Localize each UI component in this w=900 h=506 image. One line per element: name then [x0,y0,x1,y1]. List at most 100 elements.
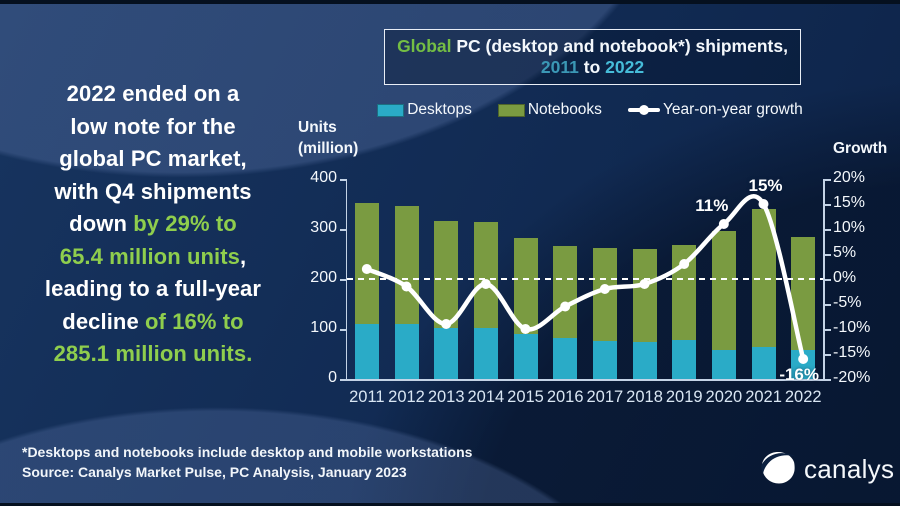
bar-desktop-2011 [354,324,379,379]
right-axis-tick [824,329,831,331]
bar-desktop-2015 [513,334,538,379]
left-axis-tick-label: 0 [328,369,337,386]
headline-segment: by 29% to [133,211,237,236]
headline-segment: decline [62,308,146,334]
right-axis-line [823,179,825,379]
bar-column-2013 [426,179,466,379]
legend-label: Year-on-year growth [662,101,803,118]
headline-segment: global PC market, [59,146,247,171]
growth-marker-2012 [401,281,412,292]
growth-line-chart [361,194,809,364]
growth-annotation-2020: 11% [695,196,729,215]
growth-annotation-2021: 15% [748,176,783,195]
bar-desktop-2020 [711,349,736,379]
zero-growth-gridline [347,278,823,280]
growth-line-icon [627,104,660,116]
year-label-2021: 2021 [745,388,782,406]
left-axis-tick [339,229,346,231]
right-axis-tick-labels: 20% 15% 10% 5% 0% -5% -10% -15% -20% [833,0,893,506]
chart-title-line2: 2011 to 2022 [541,57,644,78]
bar-notebook-2017 [592,248,617,341]
legend-item-notebook: Notebooks [497,101,602,119]
right-axis-tick [824,204,831,206]
right-axis-tick-label: 10% [833,219,866,236]
growth-marker-2016 [560,301,571,312]
year-label-2011: 2011 [349,388,385,406]
x-axis-labels: 2011 2012 2013 2014 2015 2016 2017 2018 2019 2020… [347,388,823,407]
growth-line-path [364,194,806,362]
bar-notebook-2016 [553,245,578,338]
right-axis-tick [824,354,831,356]
top-border [0,0,900,4]
title-segment: PC (desktop and notebook*) shipments, [451,36,788,56]
chart-title-box: Global PC (desktop and notebook*) shipme… [384,29,801,85]
right-axis-tick-label: -20% [833,369,871,386]
headline-segment: low note for the [70,113,236,139]
year-label-2022: 2022 [784,388,822,406]
plot-area: 11% 15% -16% [347,176,823,384]
title-segment: to [578,57,606,77]
bar-desktop-2016 [553,337,578,379]
headline-segment: , [240,243,247,269]
right-axis-tick-label: 5% [833,244,857,261]
bar-notebook-2012 [394,205,419,324]
title-segment: 2011 [540,57,579,77]
bar-notebook-2014 [473,222,498,328]
bar-notebook-2013 [434,221,459,328]
canalys-logo: canalys [760,449,894,489]
bar-desktop-2018 [632,341,657,379]
right-axis-tick [824,379,831,381]
left-axis-tick [339,379,346,381]
notebook-swatch-icon [497,103,525,117]
left-axis-tick-label: 300 [310,219,337,236]
left-axis-tick [339,329,346,331]
bar-desktop-2019 [672,340,697,379]
bar-column-2015 [506,179,546,379]
bottom-border [0,503,900,506]
year-label-2015: 2015 [507,388,544,406]
year-label-2018: 2018 [626,388,663,406]
growth-marker-2021 [758,199,769,209]
left-axis-tick [339,179,346,181]
left-axis-tick [339,279,346,281]
bar-desktop-2021 [751,347,776,379]
right-axis-tick-label: 20% [833,169,866,186]
bar-notebook-2011 [354,202,379,324]
bar-desktop-2017 [592,340,617,379]
year-label-2014: 2014 [467,388,505,406]
legend-label: Notebooks [527,101,602,118]
year-label-2019: 2019 [665,388,703,406]
legend-label: Desktops [407,101,472,118]
bar-desktop-2014 [473,327,498,379]
right-axis-tick [824,254,831,256]
x-axis-line [345,379,825,381]
title-segment: Global [397,36,452,56]
bar-notebook-2015 [513,237,538,334]
bar-column-2014 [466,179,506,379]
left-axis-tick-label: 400 [310,169,337,186]
headline-segment: of 16% to [145,308,244,334]
growth-marker-2018 [639,279,650,289]
right-axis-tick [824,279,831,281]
headline-segment: leading to a full-year [44,276,262,301]
growth-marker-2014 [480,279,491,289]
left-axis-title: Units (million) [298,117,358,159]
footnote: *Desktops and notebooks include desktop … [22,444,473,460]
canalys-logo-icon [761,452,796,484]
right-axis-tick [824,229,831,231]
left-axis-tick-labels: 400 300 200 100 0 [290,0,337,506]
bar-notebook-2018 [632,248,657,342]
left-axis-tick-label: 100 [310,319,337,336]
year-label-2017: 2017 [586,388,624,406]
left-axis-title-line2: (million) [298,140,359,157]
bar-column-2016 [545,179,585,379]
growth-marker-2013 [441,319,452,329]
right-axis-tick [824,304,831,306]
growth-marker-2020 [718,219,729,229]
right-axis-title: Growth [833,140,888,157]
bar-column-2011 [347,179,387,379]
bar-notebook-2020 [711,230,736,350]
bar-desktop-2013 [434,327,459,379]
growth-marker-2011 [361,264,372,274]
